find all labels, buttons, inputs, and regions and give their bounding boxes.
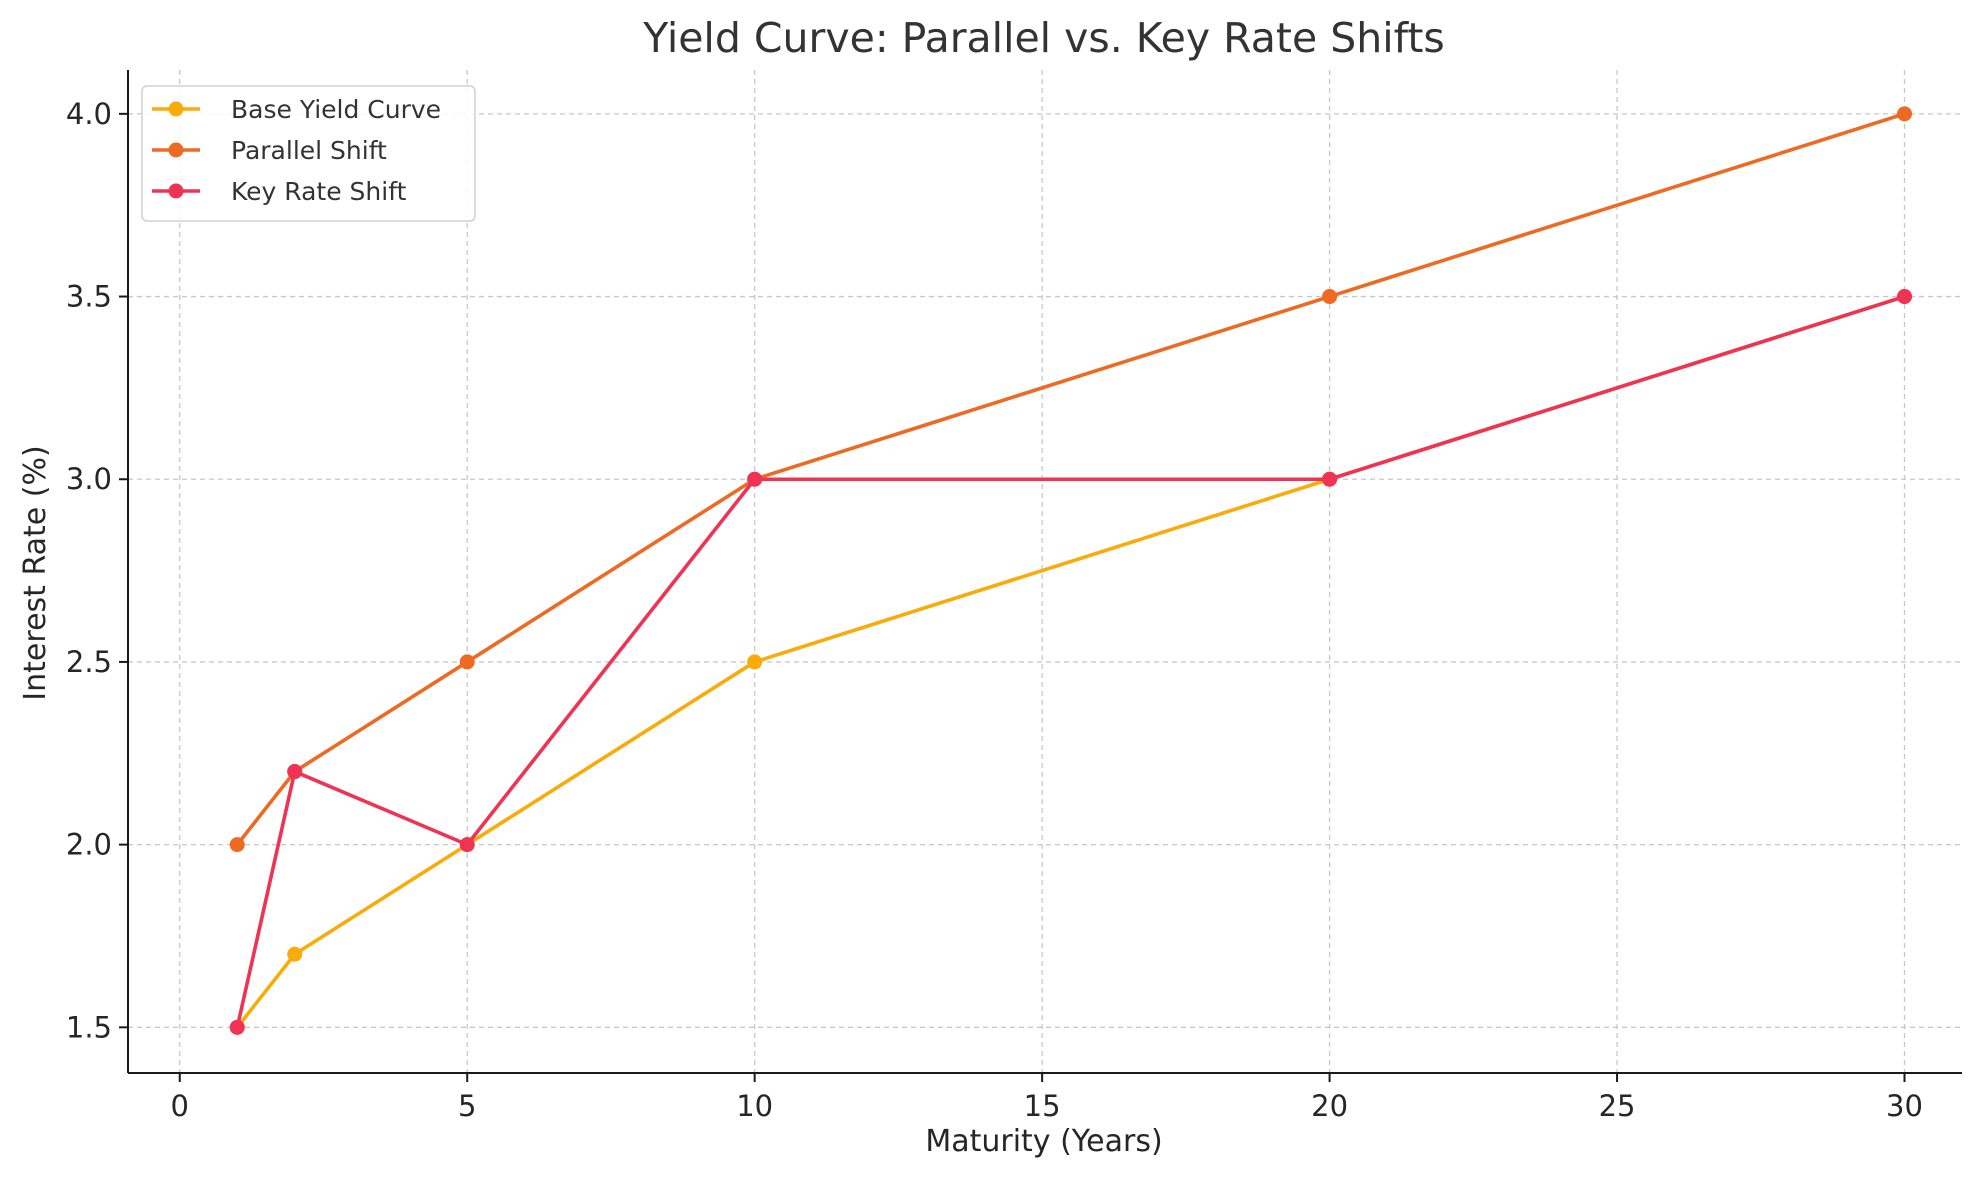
parallel-shift-point xyxy=(229,837,245,853)
parallel-shift-point xyxy=(1322,289,1338,305)
legend: Base Yield Curve Parallel Shift Key Rate S… xyxy=(141,85,476,222)
base-yield-curve-legend-marker xyxy=(168,101,184,117)
base-yield-curve-line xyxy=(235,294,1906,1029)
parallel-shift-legend-marker xyxy=(168,142,184,158)
y-tick-label: 2.5 xyxy=(66,645,112,679)
y-tick-label: 4.0 xyxy=(66,97,112,131)
x-tick-label: 0 xyxy=(171,1089,189,1123)
parallel-shift-legend-label: Parallel Shift xyxy=(231,136,387,165)
chart-title: Yield Curve: Parallel vs. Key Rate Shift… xyxy=(642,14,1445,62)
key-rate-shift-point xyxy=(459,837,475,853)
key-rate-shift-point xyxy=(1897,289,1913,305)
x-tick-label: 5 xyxy=(458,1089,476,1123)
key-rate-shift-point xyxy=(229,1019,245,1035)
x-tick-label: 20 xyxy=(1311,1089,1348,1123)
key-rate-shift-point xyxy=(1322,471,1338,487)
y-tick-label: 3.0 xyxy=(66,462,112,496)
axes: 0 5 10 15 20 25 30 1.5 2.0 2.5 3.0 3.5 4.0 xyxy=(66,70,1962,1123)
y-tick-label: 1.5 xyxy=(66,1010,112,1044)
key-rate-shift-point xyxy=(287,764,303,780)
series-lines xyxy=(229,106,1913,1035)
x-tick-label: 10 xyxy=(736,1089,773,1123)
y-tick-label: 2.0 xyxy=(66,828,112,862)
base-yield-curve-point xyxy=(287,946,303,962)
key-rate-shift-legend-marker xyxy=(168,183,184,199)
x-axis-label: Maturity (Years) xyxy=(925,1124,1162,1159)
parallel-shift-point xyxy=(1897,106,1913,122)
base-yield-curve-point xyxy=(747,654,763,670)
x-tick-label: 25 xyxy=(1599,1089,1636,1123)
key-rate-shift-line xyxy=(235,294,1906,1028)
parallel-shift-point xyxy=(459,654,475,670)
legend-box xyxy=(141,85,476,222)
base-yield-curve-legend-label: Base Yield Curve xyxy=(231,95,441,124)
key-rate-shift-legend-label: Key Rate Shift xyxy=(231,177,407,206)
key-rate-shift-point xyxy=(747,471,763,487)
parallel-shift-line xyxy=(235,112,1906,846)
y-tick-label: 3.5 xyxy=(66,280,112,314)
y-axis-label: Interest Rate (%) xyxy=(18,445,53,700)
x-tick-label: 30 xyxy=(1886,1089,1923,1123)
x-tick-label: 15 xyxy=(1024,1089,1061,1123)
